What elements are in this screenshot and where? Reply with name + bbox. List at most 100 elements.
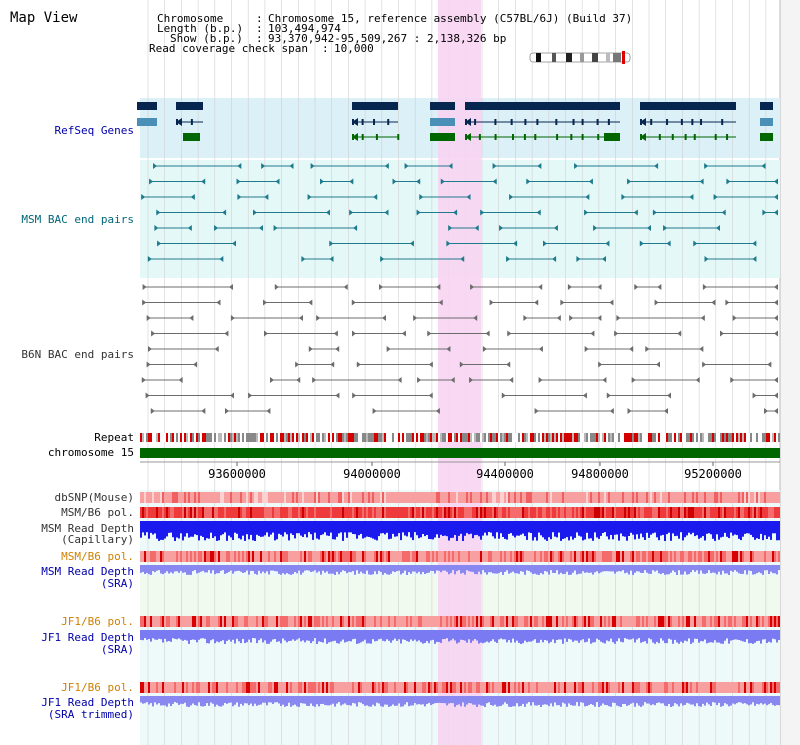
depth-bar <box>560 521 562 541</box>
depth-bar <box>730 565 732 571</box>
heat-cell <box>680 492 682 503</box>
heat-cell <box>336 507 338 518</box>
depth-bar <box>456 565 458 572</box>
heat-cell <box>732 616 734 627</box>
depth-bar <box>356 696 358 707</box>
bac-end-triangle-icon <box>373 194 378 200</box>
depth-bar <box>568 696 570 704</box>
heat-cell <box>740 551 742 562</box>
heat-cell <box>588 507 590 518</box>
track-label-b6n-bac[interactable]: B6N BAC end pairs <box>21 348 134 361</box>
heat-cell <box>144 492 146 503</box>
repeat-segment <box>326 433 328 442</box>
heat-cell <box>244 492 246 503</box>
track-label-refseq[interactable]: RefSeq Genes <box>54 124 134 137</box>
depth-bar <box>528 565 530 571</box>
depth-bar <box>384 630 386 642</box>
track-label-msm-bac[interactable]: MSM BAC end pairs <box>21 213 134 226</box>
b6n-bac-end-pairs-track[interactable] <box>141 284 778 414</box>
refseq-genes-track[interactable] <box>137 102 773 141</box>
heat-cell <box>482 507 484 518</box>
depth-bar <box>336 565 338 572</box>
heat-cell <box>448 492 450 503</box>
repeat-segment <box>596 433 598 442</box>
bac-end-triangle-icon <box>582 392 587 399</box>
chromosome-ideogram-icon[interactable] <box>529 51 631 64</box>
bac-end-triangle-icon <box>485 330 490 337</box>
bac-end-triangle-icon <box>237 194 242 200</box>
depth-bar <box>698 565 700 574</box>
depth-bar <box>660 565 662 575</box>
depth-bar <box>406 630 408 642</box>
depth-bar <box>674 521 676 537</box>
depth-bar <box>300 565 302 575</box>
depth-bar <box>742 565 744 574</box>
heat-cell <box>198 616 200 627</box>
depth-bar <box>414 630 416 640</box>
msm-bac-end-pairs-track[interactable] <box>141 163 778 262</box>
depth-bar <box>376 630 378 641</box>
heat-cell <box>354 616 356 627</box>
depth-bar <box>368 565 370 575</box>
heat-cell <box>288 492 290 503</box>
heat-cell <box>390 616 392 627</box>
bac-end-triangle-icon <box>492 178 497 185</box>
depth-bar <box>492 630 494 640</box>
depth-bar <box>698 521 700 539</box>
repeat-segment <box>494 433 496 442</box>
depth-bar <box>478 630 480 644</box>
depth-bar <box>584 630 586 643</box>
depth-bar <box>308 565 310 571</box>
heat-cell <box>346 492 348 503</box>
heat-cell <box>640 616 642 627</box>
heat-cell <box>324 551 326 562</box>
bac-end-triangle-icon <box>352 392 357 399</box>
heat-cell <box>610 551 612 562</box>
heat-cell <box>568 507 570 518</box>
depth-bar <box>166 565 168 572</box>
depth-bar <box>544 630 546 640</box>
gene-exon <box>607 119 610 125</box>
depth-bar <box>502 521 504 537</box>
depth-bar <box>394 630 396 639</box>
depth-bar <box>634 630 636 643</box>
bac-end-triangle-icon <box>605 240 610 247</box>
repeat-segment <box>560 433 562 442</box>
heat-cell <box>680 682 682 693</box>
heat-cell <box>454 682 456 693</box>
heat-cell <box>408 492 410 503</box>
heat-cell <box>434 616 436 627</box>
repeat-segment <box>594 433 596 442</box>
heat-cell <box>496 492 498 503</box>
heat-cell <box>542 551 544 562</box>
heat-cell <box>414 507 416 518</box>
heat-cell <box>158 616 160 627</box>
heat-cell <box>206 616 208 627</box>
repeat-segment <box>564 433 566 442</box>
heat-cell <box>226 492 228 503</box>
heat-cell <box>678 492 680 503</box>
depth-bar <box>508 630 510 641</box>
heat-cell <box>762 616 764 627</box>
depth-bar <box>228 521 230 536</box>
depth-bar <box>640 696 642 707</box>
repeat-segment <box>344 433 346 442</box>
repeat-segment <box>740 433 742 442</box>
depth-bar <box>752 565 754 575</box>
repeat-segment <box>760 433 762 442</box>
depth-bar <box>664 521 666 541</box>
heat-cell <box>502 507 504 518</box>
heat-cell <box>688 682 690 693</box>
bac-end-triangle-icon <box>629 346 634 352</box>
heat-cell <box>150 507 152 518</box>
depth-bar <box>186 565 188 575</box>
heat-cell <box>464 616 466 627</box>
depth-bar <box>426 630 428 642</box>
heat-cell <box>546 551 548 562</box>
heat-cell <box>736 682 738 693</box>
heat-cell <box>546 682 548 693</box>
depth-bar <box>304 565 306 571</box>
heat-cell <box>190 507 192 518</box>
heat-cell <box>190 551 192 562</box>
heat-cell <box>364 616 366 627</box>
